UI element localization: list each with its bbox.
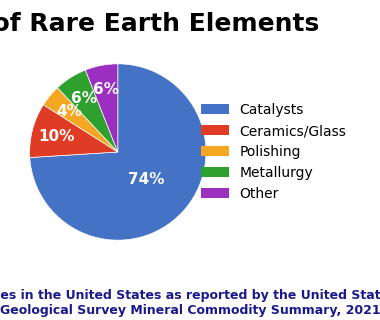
Text: 4%: 4% (56, 104, 82, 119)
Text: Uses in the United States as reported by the United States
Geological Survey Min: Uses in the United States as reported by… (0, 289, 380, 317)
Wedge shape (43, 88, 118, 152)
Legend: Catalysts, Ceramics/Glass, Polishing, Metallurgy, Other: Catalysts, Ceramics/Glass, Polishing, Me… (195, 98, 352, 206)
Wedge shape (30, 64, 206, 240)
Wedge shape (30, 105, 118, 157)
Wedge shape (57, 70, 118, 152)
Wedge shape (86, 64, 118, 152)
Text: 74%: 74% (128, 172, 165, 187)
Text: 6%: 6% (93, 82, 119, 97)
Text: 6%: 6% (71, 91, 97, 106)
Text: 10%: 10% (38, 129, 74, 144)
Title: Uses of Rare Earth Elements: Uses of Rare Earth Elements (0, 12, 319, 36)
